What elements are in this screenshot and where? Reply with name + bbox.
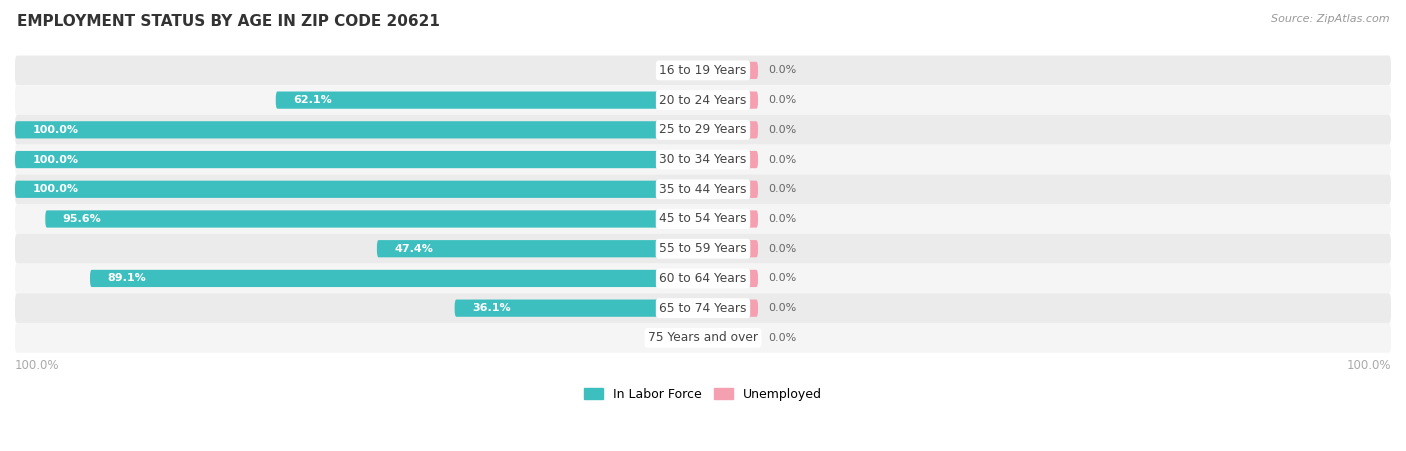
- FancyBboxPatch shape: [15, 121, 703, 138]
- Text: 0.0%: 0.0%: [768, 333, 797, 343]
- FancyBboxPatch shape: [15, 204, 1391, 234]
- Text: 0.0%: 0.0%: [768, 214, 797, 224]
- FancyBboxPatch shape: [377, 240, 703, 258]
- Text: 89.1%: 89.1%: [107, 273, 146, 283]
- Text: 0.0%: 0.0%: [665, 65, 693, 75]
- FancyBboxPatch shape: [15, 263, 1391, 293]
- Text: 75 Years and over: 75 Years and over: [648, 331, 758, 345]
- FancyBboxPatch shape: [276, 92, 703, 109]
- Text: 0.0%: 0.0%: [768, 95, 797, 105]
- Text: Source: ZipAtlas.com: Source: ZipAtlas.com: [1271, 14, 1389, 23]
- Text: 100.0%: 100.0%: [15, 359, 59, 372]
- Text: 0.0%: 0.0%: [768, 303, 797, 313]
- Text: 16 to 19 Years: 16 to 19 Years: [659, 64, 747, 77]
- FancyBboxPatch shape: [703, 121, 758, 138]
- Text: 95.6%: 95.6%: [62, 214, 101, 224]
- FancyBboxPatch shape: [15, 55, 1391, 85]
- FancyBboxPatch shape: [15, 145, 1391, 175]
- FancyBboxPatch shape: [90, 270, 703, 287]
- FancyBboxPatch shape: [15, 323, 1391, 353]
- Text: 0.0%: 0.0%: [768, 184, 797, 194]
- Text: 47.4%: 47.4%: [394, 244, 433, 254]
- FancyBboxPatch shape: [703, 329, 758, 346]
- FancyBboxPatch shape: [703, 210, 758, 228]
- FancyBboxPatch shape: [703, 181, 758, 198]
- Text: 0.0%: 0.0%: [768, 155, 797, 165]
- FancyBboxPatch shape: [662, 329, 703, 346]
- FancyBboxPatch shape: [662, 62, 703, 79]
- FancyBboxPatch shape: [15, 293, 1391, 323]
- FancyBboxPatch shape: [45, 210, 703, 228]
- Text: 36.1%: 36.1%: [472, 303, 510, 313]
- FancyBboxPatch shape: [15, 175, 1391, 204]
- FancyBboxPatch shape: [703, 62, 758, 79]
- Text: 100.0%: 100.0%: [32, 125, 79, 135]
- FancyBboxPatch shape: [15, 234, 1391, 263]
- Text: 65 to 74 Years: 65 to 74 Years: [659, 302, 747, 315]
- FancyBboxPatch shape: [15, 85, 1391, 115]
- Text: 62.1%: 62.1%: [292, 95, 332, 105]
- FancyBboxPatch shape: [703, 299, 758, 317]
- FancyBboxPatch shape: [703, 240, 758, 258]
- Text: 0.0%: 0.0%: [768, 244, 797, 254]
- Text: 0.0%: 0.0%: [665, 333, 693, 343]
- Text: 100.0%: 100.0%: [32, 155, 79, 165]
- FancyBboxPatch shape: [15, 151, 703, 168]
- Text: 0.0%: 0.0%: [768, 273, 797, 283]
- FancyBboxPatch shape: [15, 181, 703, 198]
- FancyBboxPatch shape: [454, 299, 703, 317]
- Text: 60 to 64 Years: 60 to 64 Years: [659, 272, 747, 285]
- Text: 30 to 34 Years: 30 to 34 Years: [659, 153, 747, 166]
- Text: 100.0%: 100.0%: [1347, 359, 1391, 372]
- FancyBboxPatch shape: [703, 270, 758, 287]
- Text: 0.0%: 0.0%: [768, 125, 797, 135]
- Text: 0.0%: 0.0%: [768, 65, 797, 75]
- FancyBboxPatch shape: [15, 115, 1391, 145]
- Text: EMPLOYMENT STATUS BY AGE IN ZIP CODE 20621: EMPLOYMENT STATUS BY AGE IN ZIP CODE 206…: [17, 14, 440, 28]
- FancyBboxPatch shape: [703, 92, 758, 109]
- Legend: In Labor Force, Unemployed: In Labor Force, Unemployed: [579, 383, 827, 406]
- Text: 100.0%: 100.0%: [32, 184, 79, 194]
- Text: 35 to 44 Years: 35 to 44 Years: [659, 183, 747, 196]
- FancyBboxPatch shape: [703, 151, 758, 168]
- Text: 25 to 29 Years: 25 to 29 Years: [659, 123, 747, 136]
- Text: 55 to 59 Years: 55 to 59 Years: [659, 242, 747, 255]
- Text: 45 to 54 Years: 45 to 54 Years: [659, 212, 747, 226]
- Text: 20 to 24 Years: 20 to 24 Years: [659, 94, 747, 106]
